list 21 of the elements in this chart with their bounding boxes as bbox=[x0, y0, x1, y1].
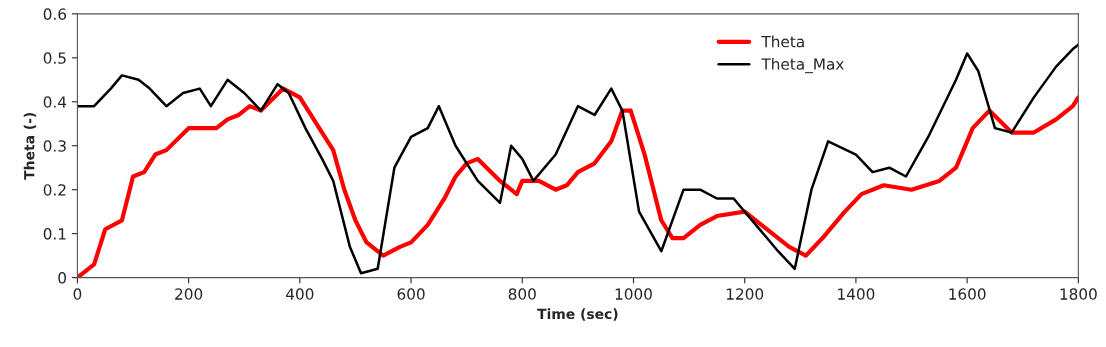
y-tick-label: 0.6 bbox=[43, 8, 67, 20]
x-tick-label: 400 bbox=[286, 288, 314, 300]
x-tick-label: 1000 bbox=[615, 288, 652, 300]
y-tick-label: 0.5 bbox=[43, 52, 66, 64]
x-tick-label: 0 bbox=[73, 288, 82, 300]
x-tick-label: 1200 bbox=[726, 288, 764, 300]
legend-label: Theta_Max bbox=[761, 57, 844, 74]
y-tick-label: 0.1 bbox=[43, 228, 66, 240]
y-tick-label: 0.4 bbox=[43, 96, 67, 108]
x-tick-label: 1600 bbox=[949, 288, 986, 300]
x-tick-label: 200 bbox=[175, 288, 203, 300]
y-tick-label: 0.3 bbox=[43, 140, 66, 152]
y-axis-title: Theta (-) bbox=[23, 112, 37, 180]
y-tick-label: 0 bbox=[58, 272, 66, 284]
legend-label: Theta bbox=[761, 35, 804, 48]
x-axis-title: Time (sec) bbox=[537, 308, 618, 321]
y-tick-label: 0.2 bbox=[43, 184, 66, 196]
x-tick-label: 1400 bbox=[838, 288, 875, 300]
x-tick-label: 1800 bbox=[1060, 288, 1097, 300]
x-tick-label: 800 bbox=[508, 288, 536, 300]
x-tick-label: 600 bbox=[397, 288, 425, 300]
